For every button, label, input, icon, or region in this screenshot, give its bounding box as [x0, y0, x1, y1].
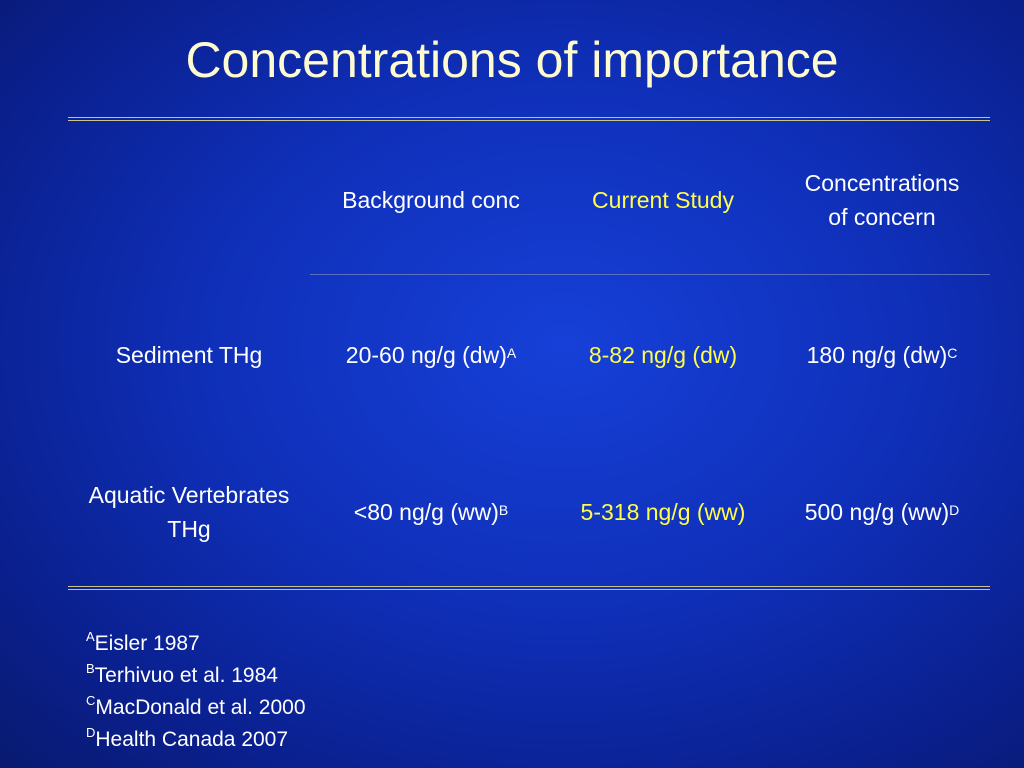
reference-item: AEisler 1987 [86, 628, 306, 660]
bottom-divider [68, 586, 990, 590]
reference-item: BTerhivuo et al. 1984 [86, 660, 306, 692]
row-label-sediment: Sediment THg [115, 342, 263, 368]
sediment-background-cell: 20-60 ng/g (dw) A [310, 330, 552, 380]
reference-item: CMacDonald et al. 2000 [86, 692, 306, 724]
reference-item: DHealth Canada 2007 [86, 724, 306, 756]
reference-key: A [86, 629, 95, 644]
header-concentrations-of-concern: Concentrations of concern [774, 160, 990, 240]
aquatic-concern-value: 500 ng/g (ww) [804, 499, 950, 525]
slide-title: Concentrations of importance [185, 32, 839, 88]
reference-text: MacDonald et al. 2000 [95, 696, 306, 719]
aquatic-background-cell: <80 ng/g (ww) B [310, 472, 552, 552]
reference-key: B [86, 661, 95, 676]
aquatic-vertebrates-label: Aquatic Vertebrates THg [88, 482, 290, 542]
references-list: AEisler 1987 BTerhivuo et al. 1984 CMacD… [86, 628, 306, 756]
reference-key: D [86, 725, 96, 740]
sediment-background-value: 20-60 ng/g (dw) [345, 342, 507, 368]
reference-text: Eisler 1987 [94, 632, 200, 655]
header-divider [310, 274, 990, 275]
header-background-conc: Background conc [342, 187, 520, 213]
reference-text: Health Canada 2007 [95, 728, 289, 751]
sediment-concern-cell: 180 ng/g (dw) C [774, 330, 990, 380]
header-concern-text: Concentrations of concern [804, 170, 960, 230]
reference-text: Terhivuo et al. 1984 [94, 664, 278, 687]
sediment-current-value: 8-82 ng/g (dw) [588, 342, 738, 368]
aquatic-background-value: <80 ng/g (ww) [353, 499, 499, 525]
top-divider [68, 117, 990, 121]
aquatic-current-value: 5-318 ng/g (ww) [580, 499, 746, 525]
reference-key: C [86, 693, 96, 708]
row-label-aquatic-vertebrates: Aquatic Vertebrates THg [68, 472, 310, 552]
sediment-concern-value: 180 ng/g (dw) [806, 342, 948, 368]
header-current-study: Current Study [592, 187, 734, 213]
aquatic-concern-cell: 500 ng/g (ww) D [774, 472, 990, 552]
